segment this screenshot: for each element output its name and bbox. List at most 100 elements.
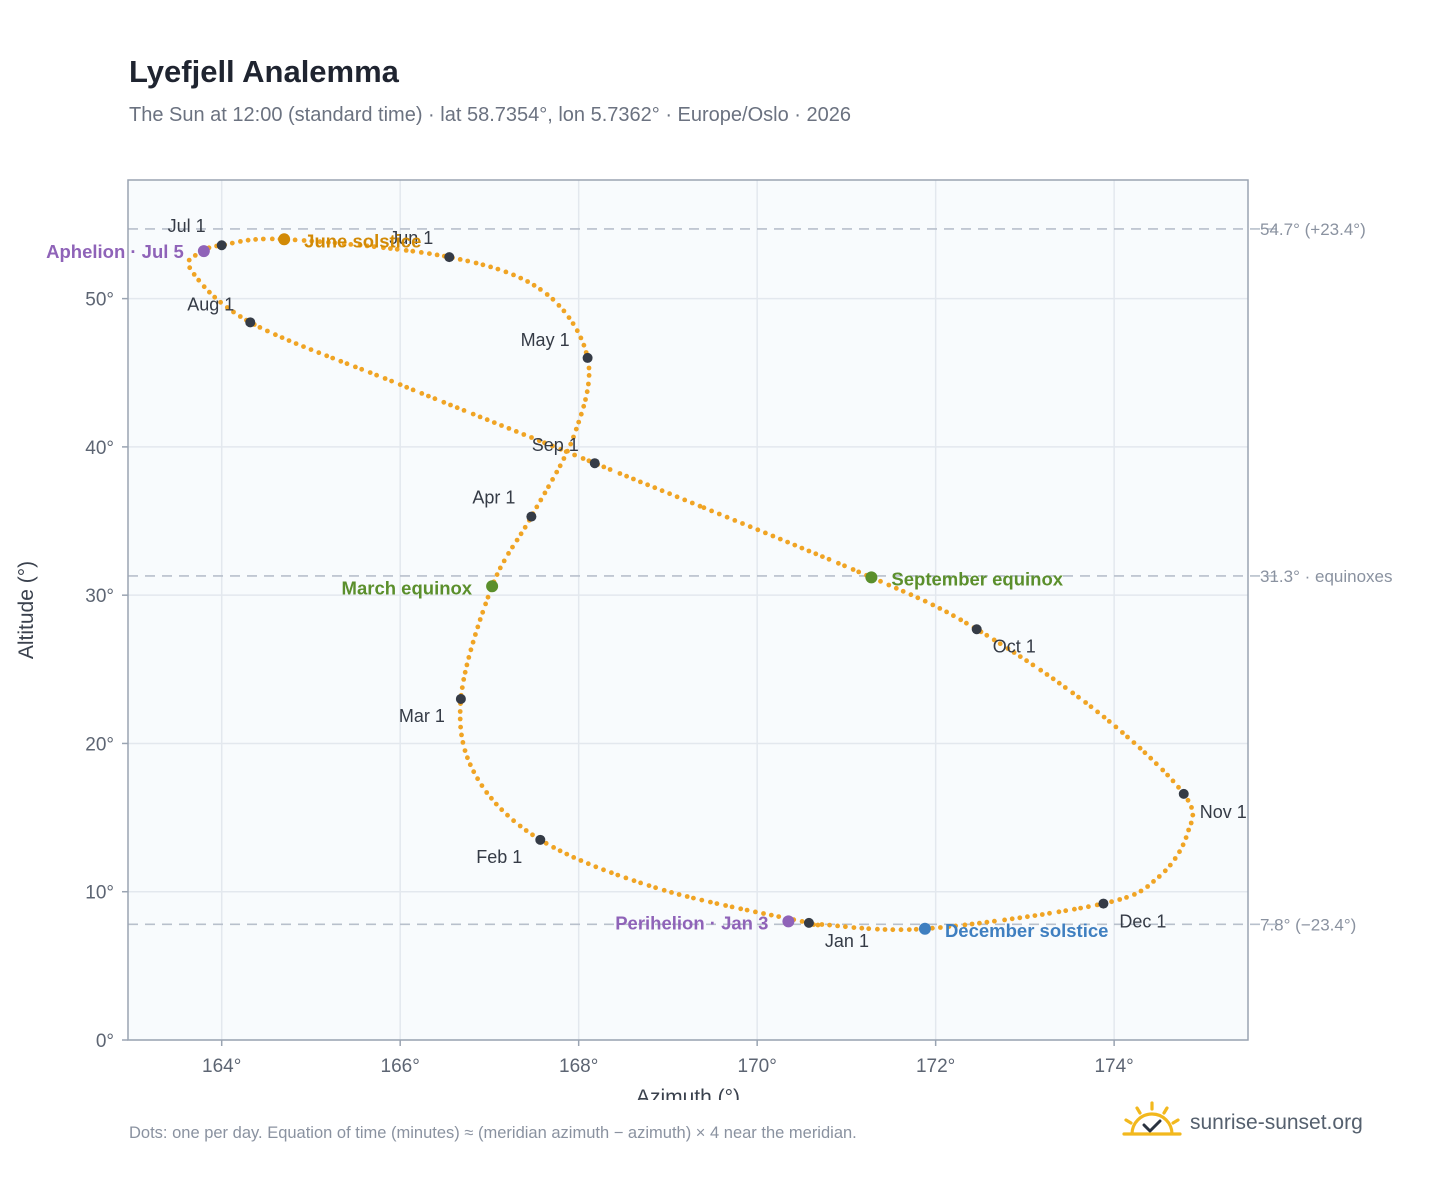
y-tick-label: 20° [85,734,114,755]
daily-sun-dot [1063,908,1069,914]
daily-sun-dot [499,807,505,813]
daily-sun-dot [514,537,520,543]
daily-sun-dot [245,237,251,243]
daily-sun-dot [480,262,486,268]
analemma-curve [186,236,1196,933]
daily-sun-dot [458,724,463,730]
daily-sun-dot [1017,915,1023,921]
daily-sun-dot [908,592,914,598]
daily-sun-dot [308,347,314,352]
month-marker [455,693,466,704]
daily-sun-dot [292,237,298,243]
daily-sun-dot [581,403,587,409]
brand-logo[interactable]: sunrise-sunset.org [1120,1100,1390,1148]
daily-sun-dot [279,335,285,340]
daily-sun-dot [607,467,613,472]
daily-sun-dot [344,361,350,367]
daily-sun-dot [465,258,471,264]
daily-sun-dot [317,239,323,245]
daily-sun-dot [991,637,997,643]
month-label: Apr 1 [472,488,515,508]
daily-sun-dot [1083,700,1088,705]
daily-sun-dot [525,279,530,284]
event-marker [865,571,878,584]
daily-sun-dot [1120,730,1125,735]
daily-sun-dot [484,790,490,795]
daily-sun-dot [1131,740,1137,745]
daily-sun-dot [770,533,776,539]
daily-sun-dot [499,423,504,428]
daily-sun-dot [573,426,579,432]
daily-sun-dot [563,449,569,454]
event-marker [918,922,931,935]
y-tick-label: 10° [85,883,114,904]
daily-sun-dot [1025,914,1030,920]
daily-sun-dot [309,238,315,244]
month-marker [216,240,227,251]
daily-sun-dot [404,384,410,390]
daily-sun-dot [878,578,883,584]
month-marker [971,624,982,635]
month-label: Oct 1 [993,636,1036,656]
daily-sun-dot [1186,827,1191,833]
daily-sun-dot [617,471,623,476]
daily-sun-dot [799,919,805,924]
daily-sun-dot [461,408,467,413]
daily-sun-dot [984,632,990,638]
daily-sun-dot [1167,862,1173,868]
daily-sun-dot [842,563,847,569]
daily-sun-dot [580,456,586,461]
daily-sun-dot [374,372,379,378]
daily-sun-dot [708,899,713,905]
x-tick-label: 166° [381,1056,420,1077]
month-label: Sep 1 [532,435,579,455]
daily-sun-dot [1160,767,1166,773]
daily-sun-dot [714,901,720,906]
daily-sun-dot [856,569,862,575]
daily-sun-dot [434,252,440,258]
daily-sun-dot [601,464,607,470]
daily-sun-dot [740,521,745,526]
daily-sun-dot [1030,662,1036,668]
daily-sun-dot [1151,879,1156,884]
reference-lines: 54.7° (+23.4°) 31.3° · equinoxes 7.8° (−23… [128,220,1393,934]
daily-sun-dot [659,488,665,494]
daily-sun-dot [723,903,728,908]
daily-sun-dot [1076,694,1081,700]
event-label: March equinox [342,577,473,598]
daily-sun-dot [468,647,474,653]
event-marker [278,233,291,246]
daily-sun-dot [1017,654,1023,659]
daily-sun-dot [1189,805,1194,810]
event-label: Perihelion · Jan 3 [615,912,768,933]
daily-sun-dot [1078,905,1083,911]
daily-sun-dot [561,308,567,314]
month-marker [526,511,537,522]
daily-sun-dot [1024,658,1029,664]
daily-sun-dot [785,539,790,545]
daily-sun-dot [467,762,473,768]
daily-sun-dot [381,245,386,251]
daily-sun-dot [332,240,338,246]
daily-sun-dot [667,491,672,497]
daily-sun-dot [819,922,825,927]
daily-sun-dot [207,289,212,295]
daily-sun-dot [951,613,956,619]
daily-sun-dot [1117,897,1123,902]
event-label: Aphelion · Jul 5 [46,241,184,262]
daily-sun-dot [1148,755,1154,761]
daily-sun-dot [1138,888,1144,894]
y-tick-label: 30° [85,586,114,607]
daily-sun-dot [473,632,478,637]
daily-sun-dot [457,257,463,262]
daily-sun-dot [724,514,730,520]
daily-sun-dot [913,926,919,932]
daily-sun-dot [1056,909,1062,915]
daily-sun-dot [1011,650,1017,655]
month-label: Nov 1 [1200,802,1247,822]
daily-sun-dot [584,389,590,395]
daily-sun-dot [1142,750,1148,756]
daily-sun-dot [615,872,621,878]
daily-sun-dot [866,926,872,932]
daily-sun-dot [556,303,562,308]
